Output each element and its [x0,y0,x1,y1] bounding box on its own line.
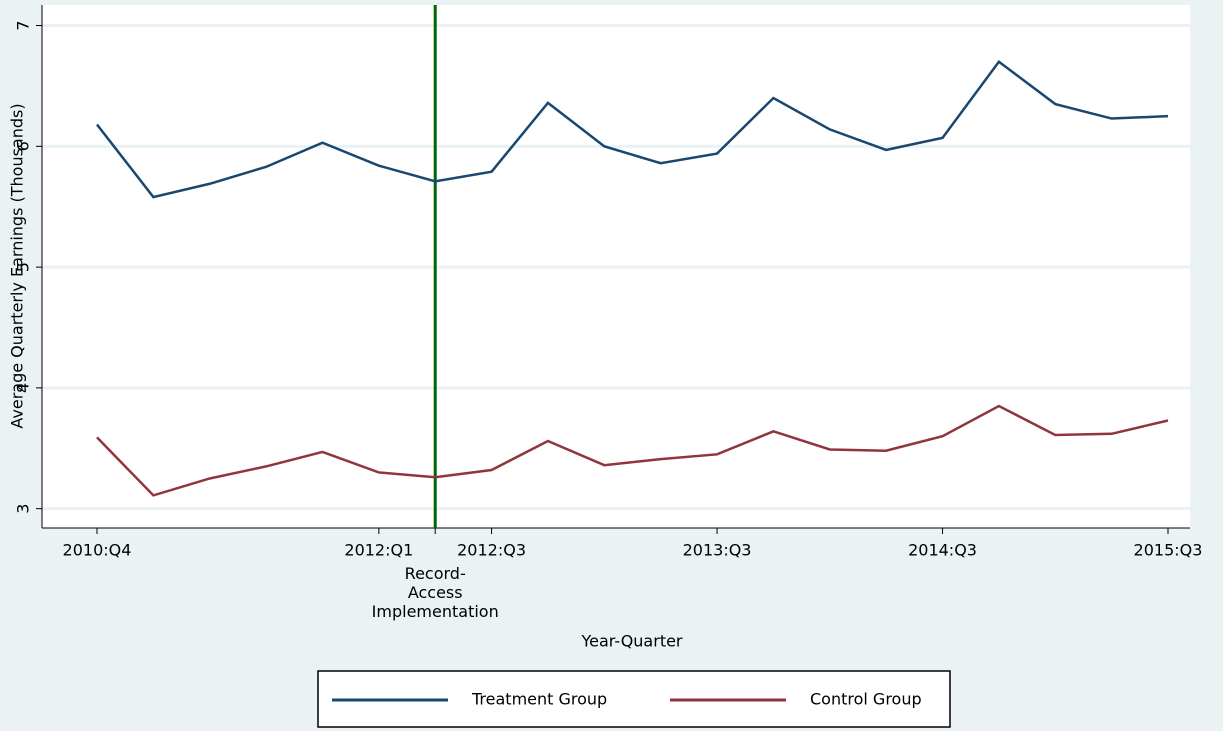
annotation-label: Record- Access Implementation [371,564,499,621]
y-tick-label: 3 [14,504,33,514]
x-tick-label: 2015:Q3 [1134,541,1203,560]
y-tick-label: 6 [14,141,33,151]
y-axis-label: Average Quarterly Earnings (Thousands) [8,103,27,428]
series-line [96,404,1169,497]
x-tick-label: 2014:Q3 [908,541,977,560]
legend-label: Treatment Group [471,690,607,709]
x-axis-label: Year-Quarter [580,632,682,651]
x-tick-label: 2012:Q3 [457,541,526,560]
y-tick-label: 7 [14,20,33,30]
y-tick-label: 4 [14,383,33,393]
series-line [96,60,1169,199]
x-tick-label: 2012:Q1 [344,541,413,560]
y-tick-label: 5 [14,262,33,272]
x-tick-label: 2013:Q3 [683,541,752,560]
x-tick-label: 2010:Q4 [63,541,132,560]
legend-label: Control Group [810,690,922,709]
